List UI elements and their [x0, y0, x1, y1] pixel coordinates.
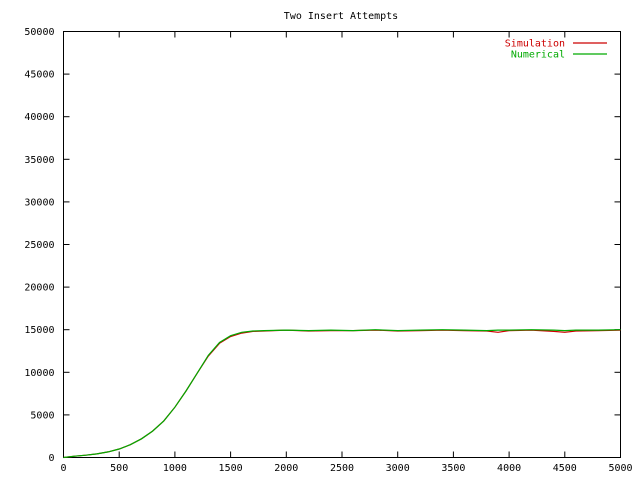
x-tick-label: 2000 [274, 463, 298, 474]
plot-frame [63, 31, 621, 458]
x-tick-label: 1500 [219, 463, 243, 474]
y-tick-label: 30000 [24, 197, 54, 208]
y-tick-label: 45000 [24, 70, 54, 81]
x-tick-label: 4000 [497, 463, 521, 474]
x-tick-label: 5000 [608, 463, 632, 474]
series-line-simulation [63, 329, 621, 459]
y-tick-label: 20000 [24, 283, 54, 294]
y-tick-label: 5000 [30, 410, 54, 421]
x-tick-label: 500 [110, 463, 128, 474]
x-tick-label: 4500 [553, 463, 577, 474]
x-tick-label: 1000 [163, 463, 187, 474]
x-tick-label: 2500 [330, 463, 354, 474]
series-group [63, 329, 621, 459]
y-tick-label: 50000 [24, 27, 54, 38]
x-tick-label: 0 [60, 463, 66, 474]
y-tick-label: 40000 [24, 112, 54, 123]
x-tick-label: 3500 [441, 463, 465, 474]
axis-ticks: 0500010000150002000025000300003500040000… [24, 27, 632, 474]
legend-label: Numerical [511, 50, 565, 61]
y-tick-label: 25000 [24, 240, 54, 251]
chart-title: Two Insert Attempts [284, 11, 398, 22]
x-tick-label: 3000 [386, 463, 410, 474]
y-tick-label: 0 [48, 453, 54, 464]
legend-label: Simulation [505, 39, 565, 50]
y-tick-label: 10000 [24, 368, 54, 379]
series-line-numerical [63, 329, 621, 459]
y-tick-label: 35000 [24, 155, 54, 166]
y-tick-label: 15000 [24, 325, 54, 336]
